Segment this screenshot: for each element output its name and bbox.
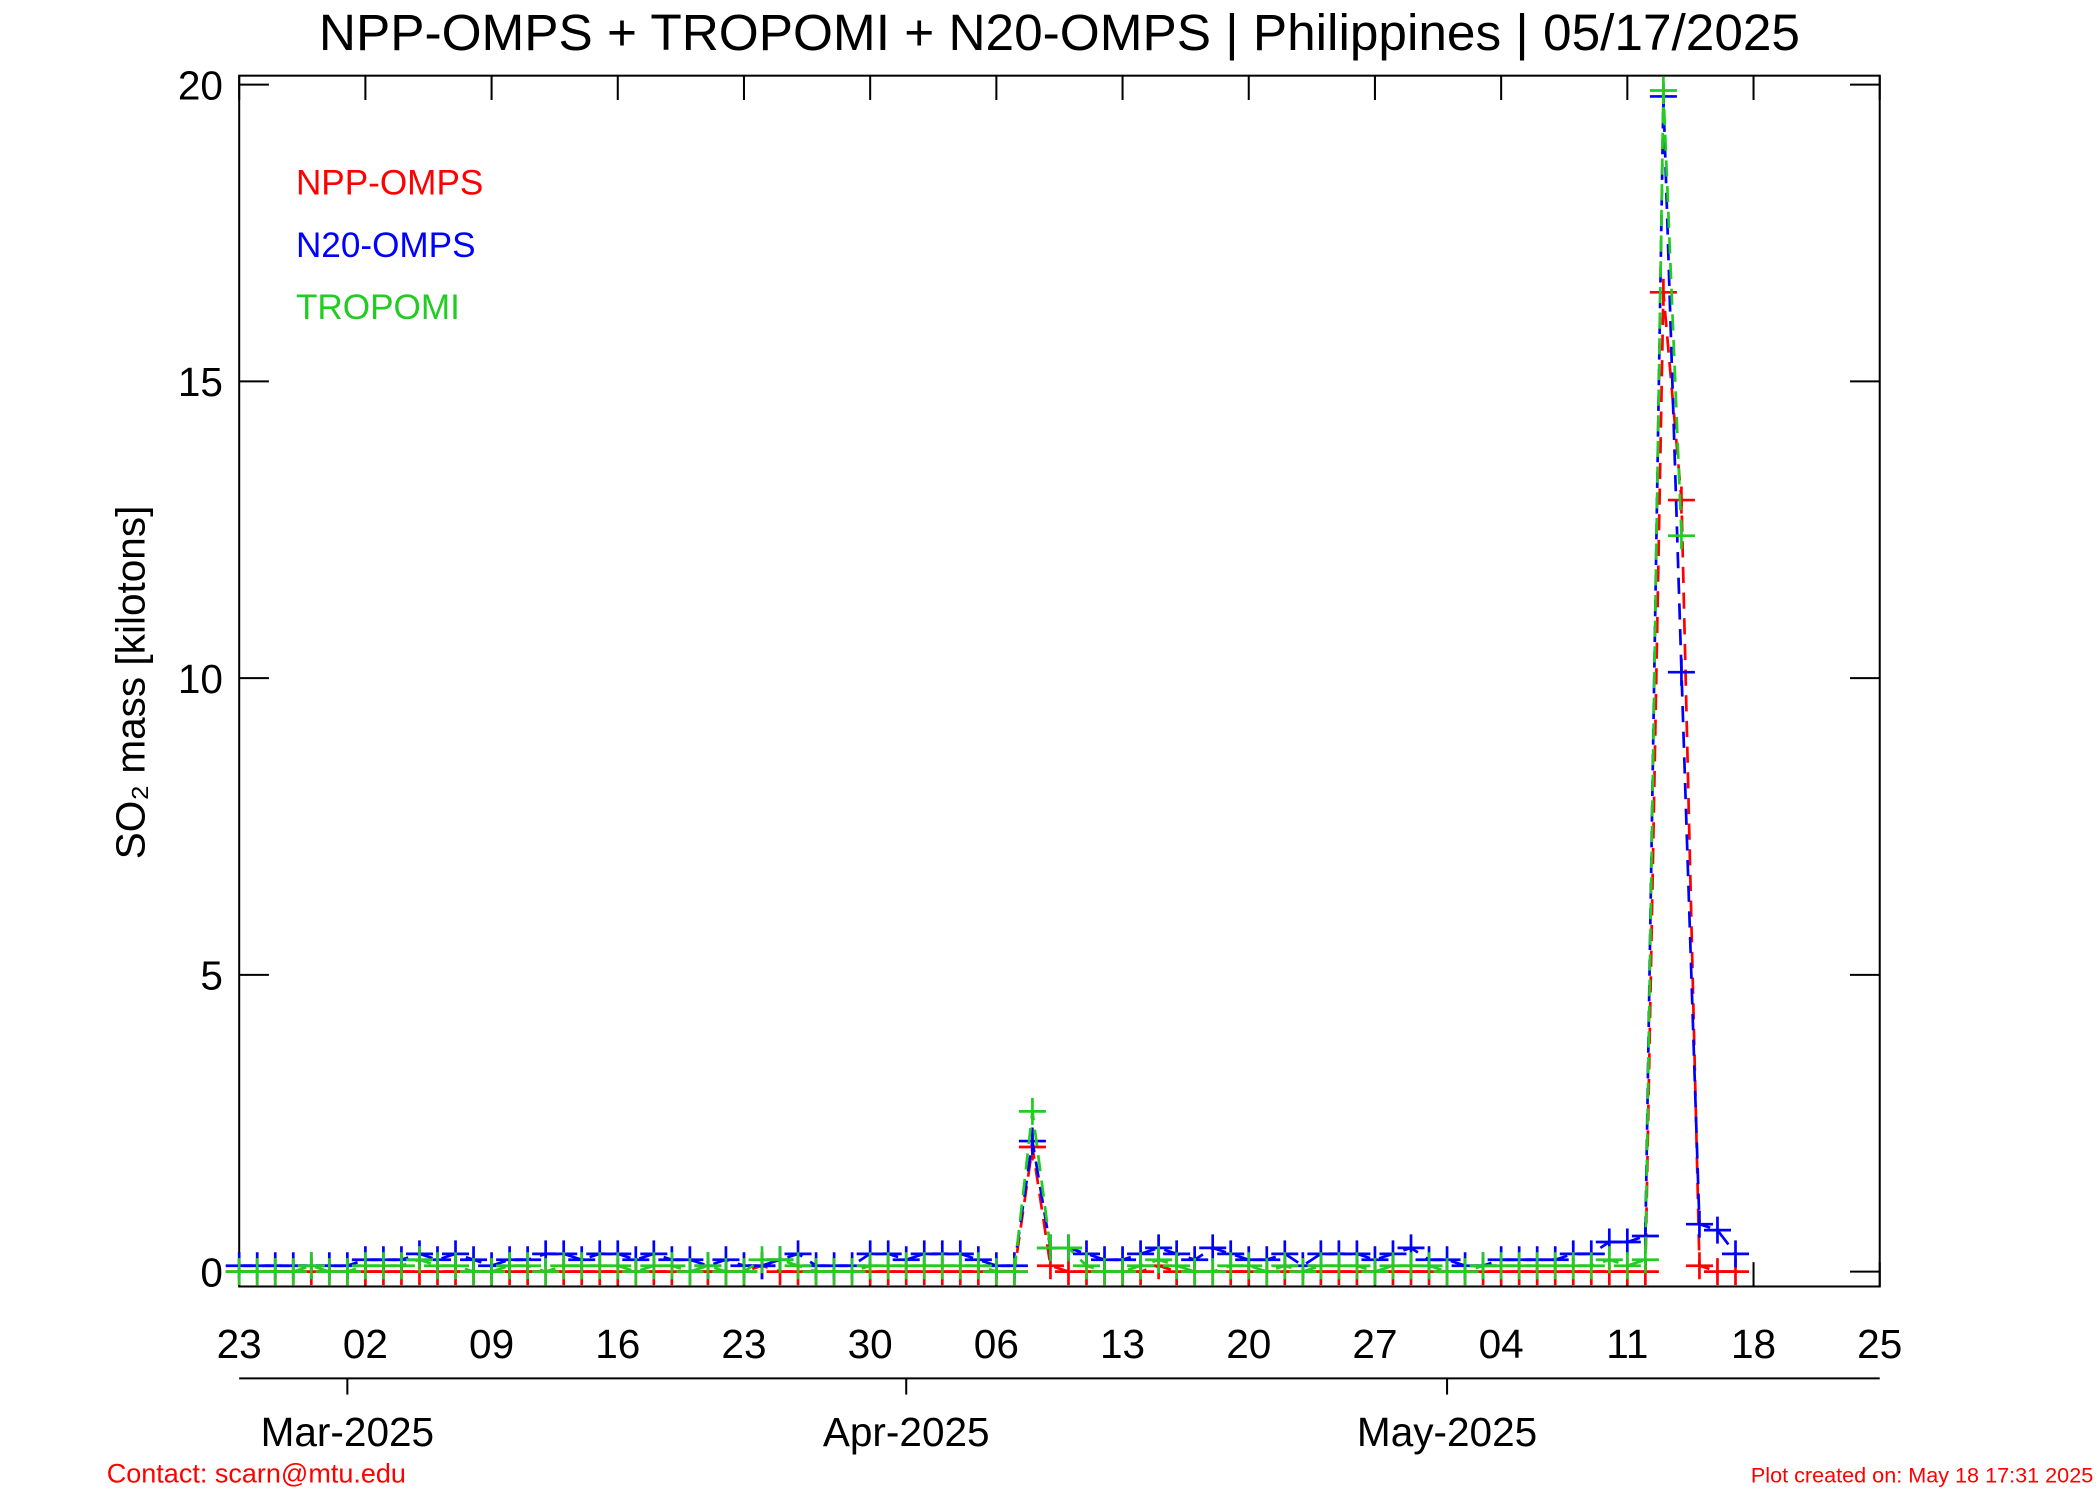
data-point [1721, 1240, 1750, 1268]
legend-entry: NPP-OMPS [296, 164, 483, 203]
data-point [1018, 1127, 1046, 1155]
x-tick-label: 16 [595, 1321, 640, 1367]
x-tick-label: 13 [1100, 1321, 1145, 1367]
data-point [1667, 658, 1695, 686]
data-point [838, 1258, 866, 1286]
data-point [622, 1258, 650, 1286]
data-point [514, 1252, 542, 1280]
y-tick-label: 20 [178, 62, 223, 108]
x-tick-label: 30 [848, 1321, 893, 1367]
data-point [730, 1258, 758, 1286]
data-point [1667, 522, 1695, 550]
y-tick-label: 0 [200, 1250, 223, 1296]
data-point [1145, 1246, 1173, 1274]
legend-entry: N20-OMPS [296, 226, 476, 265]
data-point [1289, 1258, 1317, 1286]
data-point [1577, 1252, 1605, 1280]
data-point [1685, 1252, 1713, 1280]
x-tick-label: 23 [721, 1321, 766, 1367]
y-tick-label: 15 [178, 359, 223, 405]
data-point [1613, 1228, 1641, 1256]
data-point [1595, 1246, 1623, 1274]
created-note: Plot created on: May 18 17:31 2025 [1751, 1462, 2093, 1487]
data-point [1018, 1097, 1046, 1125]
data-point [1613, 1252, 1641, 1280]
data-point [1054, 1234, 1082, 1262]
data-point [1000, 1258, 1028, 1286]
data-point [279, 1258, 307, 1286]
data-point [964, 1252, 992, 1280]
data-point [1163, 1252, 1191, 1280]
data-point [604, 1252, 632, 1280]
chart-title: NPP-OMPS + TROPOMI + N20-OMPS | Philippi… [319, 4, 1800, 61]
data-point [532, 1258, 560, 1286]
data-point [1253, 1258, 1281, 1286]
data-point [1361, 1258, 1389, 1286]
legend-entry: TROPOMI [296, 288, 460, 327]
x-tick-label: 27 [1352, 1321, 1397, 1367]
data-point [1343, 1252, 1371, 1280]
data-point [442, 1252, 470, 1280]
data-point [658, 1252, 686, 1280]
data-point [1703, 1216, 1731, 1244]
data-point [405, 1246, 433, 1274]
month-label: Mar-2025 [261, 1409, 434, 1455]
data-point [1072, 1252, 1101, 1280]
x-tick-label: 23 [217, 1321, 262, 1367]
data-point [1199, 1234, 1227, 1262]
data-point [1631, 1246, 1659, 1274]
data-point [694, 1252, 722, 1280]
data-point [1415, 1252, 1443, 1280]
x-tick-label: 11 [1606, 1321, 1648, 1367]
data-point [333, 1258, 361, 1286]
data-point [297, 1252, 325, 1280]
y-tick-label: 5 [200, 953, 223, 999]
contact: Contact: scarn@mtu.edu [107, 1458, 406, 1488]
data-point [387, 1252, 415, 1280]
x-tick-label: 04 [1479, 1321, 1524, 1367]
data-point [784, 1252, 812, 1280]
x-tick-label: 09 [469, 1321, 514, 1367]
data-point [1451, 1258, 1479, 1286]
x-tick-label: 18 [1731, 1321, 1776, 1367]
y-tick-label: 10 [178, 656, 223, 702]
month-label: May-2025 [1357, 1409, 1537, 1455]
x-tick-label: 20 [1226, 1321, 1271, 1367]
data-point [1127, 1252, 1155, 1280]
data-point [766, 1246, 794, 1274]
x-tick-label: 25 [1857, 1321, 1902, 1367]
data-point [1235, 1252, 1263, 1280]
data-point [1685, 1210, 1713, 1238]
x-tick-label: 06 [974, 1321, 1019, 1367]
data-point [478, 1258, 506, 1286]
plot-frame [238, 74, 1881, 1288]
data-point [676, 1258, 704, 1286]
data-point [1271, 1252, 1299, 1280]
month-label: Apr-2025 [823, 1409, 990, 1455]
x-tick-label: 02 [343, 1321, 388, 1367]
data-point [1109, 1258, 1137, 1286]
data-point [1649, 77, 1677, 105]
y-axis-label: SO₂ mass [kilotons] [108, 506, 154, 860]
data-point [1199, 1258, 1227, 1286]
